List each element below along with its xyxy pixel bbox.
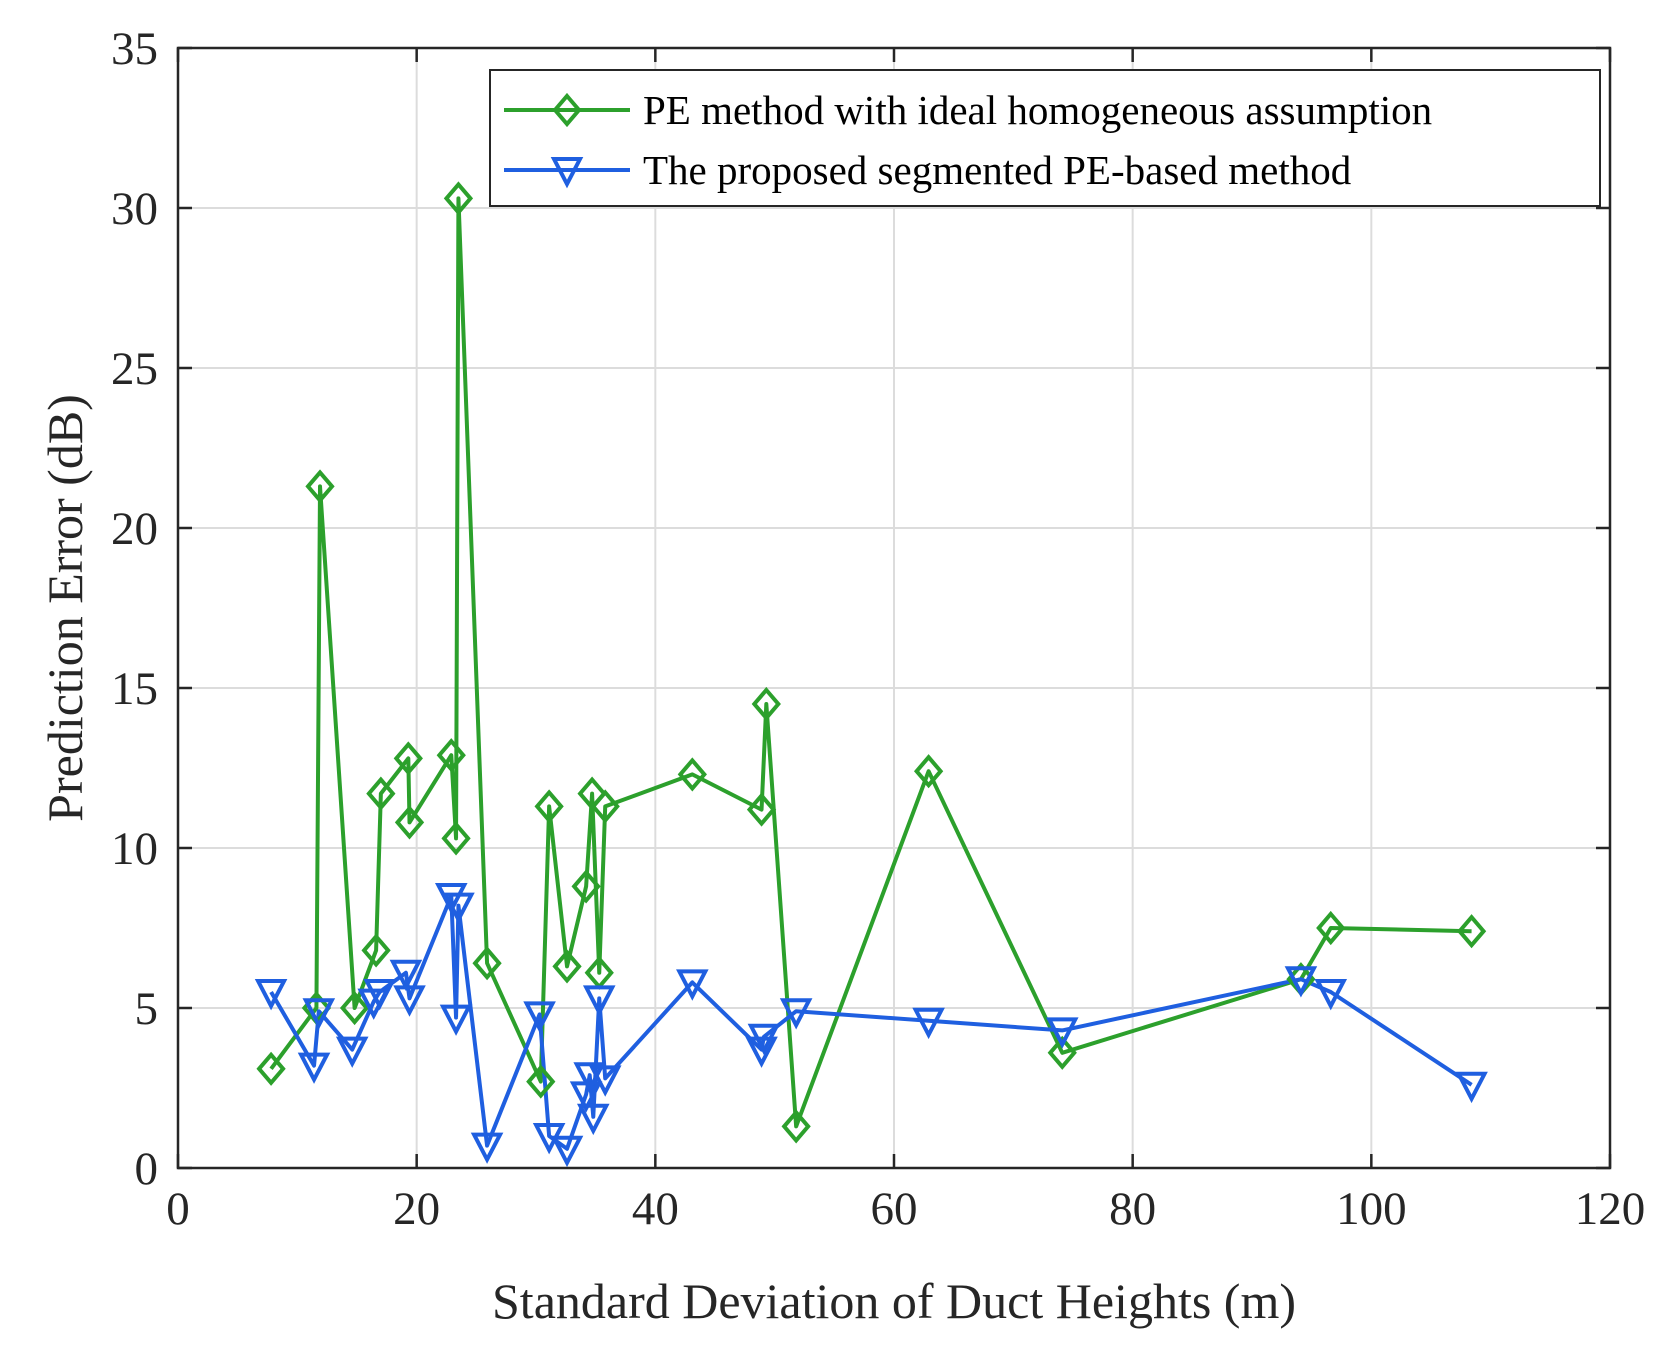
grid-lines bbox=[177, 47, 1611, 1169]
data-point-diamond bbox=[1316, 910, 1346, 946]
x-axis-label: Standard Deviation of Duct Heights (m) bbox=[492, 1273, 1296, 1329]
data-point-triangle-down bbox=[363, 979, 396, 1011]
legend-box bbox=[489, 69, 1601, 207]
series-line-pe-homogeneous bbox=[269, 196, 1472, 1129]
data-point-triangle-down bbox=[1455, 1071, 1488, 1104]
x-tick-label: 80 bbox=[1109, 1183, 1156, 1235]
x-tick-label: 120 bbox=[1575, 1183, 1646, 1235]
series-markers bbox=[254, 181, 1488, 1168]
legend-marker-diamond bbox=[552, 92, 582, 128]
y-tick-label: 0 bbox=[135, 1143, 159, 1195]
data-point-diamond bbox=[913, 754, 944, 789]
data-point-triangle-down bbox=[389, 959, 423, 992]
data-point-diamond bbox=[394, 805, 425, 840]
data-point-diamond bbox=[472, 946, 502, 981]
y-tick-label: 20 bbox=[111, 503, 158, 555]
y-tick-label: 10 bbox=[111, 823, 158, 875]
data-point-diamond bbox=[1047, 1035, 1077, 1070]
data-point-triangle-down bbox=[335, 1036, 369, 1068]
data-point-triangle-down bbox=[745, 1036, 778, 1068]
data-point-diamond bbox=[571, 869, 601, 904]
data-point-triangle-down bbox=[576, 1103, 610, 1136]
data-point-triangle-down bbox=[550, 1135, 584, 1168]
x-tick-label: 60 bbox=[871, 1183, 918, 1235]
x-tick-label: 100 bbox=[1336, 1183, 1407, 1235]
x-tick-label: 40 bbox=[632, 1183, 679, 1235]
data-point-diamond bbox=[436, 738, 466, 773]
legend-marker-symbol bbox=[550, 157, 584, 189]
y-tick-label: 5 bbox=[135, 983, 159, 1035]
y-tick-label: 25 bbox=[111, 343, 158, 395]
data-point-triangle-down bbox=[302, 998, 336, 1030]
data-point-triangle-down bbox=[393, 985, 426, 1017]
data-point-diamond bbox=[534, 789, 564, 824]
data-point-triangle-down bbox=[439, 1004, 473, 1036]
data-point-diamond bbox=[441, 821, 471, 856]
data-point-diamond bbox=[256, 1051, 286, 1086]
data-point-triangle-down bbox=[779, 998, 813, 1030]
legend-marker-triangle bbox=[550, 157, 584, 189]
data-point-triangle-down bbox=[1284, 966, 1318, 998]
data-point-triangle-down bbox=[912, 1007, 945, 1040]
data-point-triangle-down bbox=[588, 1065, 622, 1097]
data-point-diamond bbox=[751, 686, 781, 722]
data-point-triangle-down bbox=[442, 892, 475, 924]
data-point-diamond bbox=[526, 1064, 556, 1099]
y-tick-label: 30 bbox=[111, 183, 158, 235]
data-point-triangle-down bbox=[582, 985, 616, 1017]
tick-labels: 0 20 40 60 80 100 120 0 5 10 15 20 25 30 35 bbox=[111, 23, 1645, 1235]
legend-label-pe-homogeneous: PE method with ideal homogeneous assumpt… bbox=[643, 87, 1432, 133]
x-tick-label: 20 bbox=[393, 1183, 440, 1235]
data-point-triangle-down bbox=[747, 1023, 781, 1056]
data-point-triangle-down bbox=[676, 969, 709, 1001]
data-point-triangle-down bbox=[1045, 1017, 1079, 1049]
y-tick-label: 35 bbox=[111, 23, 158, 75]
data-point-triangle-down bbox=[254, 979, 288, 1011]
series-lines bbox=[269, 196, 1473, 1151]
data-point-diamond bbox=[781, 1109, 811, 1144]
series-line-segmented-pe bbox=[269, 894, 1473, 1151]
data-point-diamond bbox=[443, 181, 474, 216]
y-tick-label: 15 bbox=[111, 663, 158, 715]
data-point-diamond bbox=[339, 990, 370, 1026]
x-tick-label: 0 bbox=[166, 1183, 190, 1235]
data-point-diamond bbox=[305, 469, 335, 504]
data-point-triangle-down bbox=[1314, 979, 1348, 1011]
data-point-diamond bbox=[677, 757, 707, 792]
data-point-diamond bbox=[1456, 914, 1487, 949]
legend: PE method with ideal homogeneous assumpt… bbox=[489, 69, 1601, 207]
y-axis-label: Prediction Error (dB) bbox=[37, 394, 93, 822]
data-point-diamond bbox=[361, 933, 391, 968]
axis-ticks bbox=[176, 46, 1612, 1170]
legend-label-segmented-pe: The proposed segmented PE-based method bbox=[643, 147, 1351, 193]
data-point-triangle-down bbox=[297, 1052, 331, 1084]
data-point-triangle-down bbox=[523, 1001, 556, 1033]
data-point-diamond bbox=[393, 741, 423, 776]
legend-marker-symbol bbox=[552, 92, 582, 128]
data-point-diamond bbox=[746, 792, 777, 827]
data-point-diamond bbox=[552, 949, 582, 984]
data-point-diamond bbox=[366, 776, 396, 811]
data-point-triangle-down bbox=[470, 1132, 504, 1164]
data-point-diamond bbox=[590, 789, 620, 824]
